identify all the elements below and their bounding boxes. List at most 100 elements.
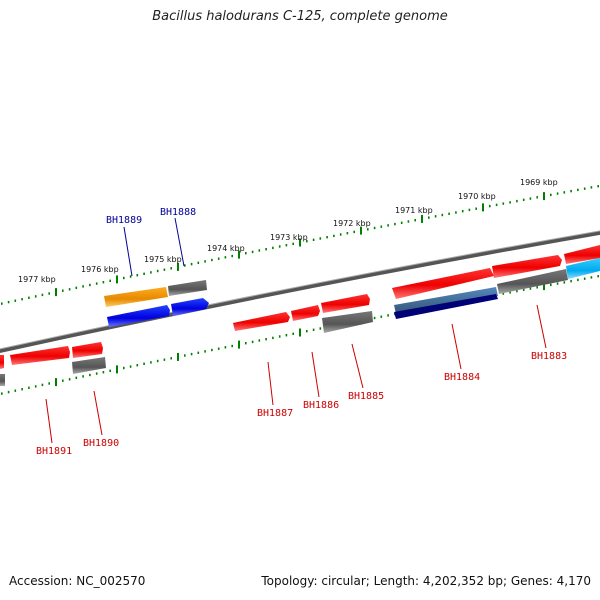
gene-bh1889[interactable] (104, 287, 168, 307)
gene-bh1884-steel[interactable] (394, 287, 498, 314)
ruler-minor-tick (89, 283, 91, 287)
gene-bh1891[interactable] (10, 346, 70, 365)
ruler-minor-tick (129, 365, 132, 368)
ruler-minor-tick (448, 212, 450, 215)
ruler-minor-tick (184, 354, 186, 357)
ruler-label: 1976 kbp (81, 265, 119, 274)
ruler-minor-tick (48, 382, 50, 385)
gene-forward[interactable] (492, 255, 562, 278)
ruler-minor-tick (333, 234, 335, 238)
gene-bh1888-blue[interactable] (171, 298, 209, 316)
ruler-minor-tick (68, 378, 71, 381)
ruler-minor-tick (550, 283, 552, 287)
ruler-minor-tick (590, 186, 593, 189)
ruler-minor-tick (123, 366, 125, 370)
ruler-minor-tick (14, 299, 17, 302)
ruler-minor-tick (278, 245, 281, 248)
ruler-label: 1972 kbp (333, 219, 371, 228)
ruler-major-tick (116, 275, 118, 284)
ruler-minor-tick (400, 221, 403, 224)
ruler-major-tick (543, 192, 545, 201)
label-leaders (45, 217, 547, 444)
ruler-minor-tick (82, 375, 84, 378)
ruler-minor-tick (529, 287, 532, 290)
ruler-minor-tick (75, 286, 78, 289)
gene-bh1890[interactable] (72, 342, 103, 358)
ruler-minor-tick (380, 225, 383, 228)
gene-bh1883-gray[interactable] (497, 269, 568, 294)
genome-summary-text: Topology: circular; Length: 4,202,352 bp… (261, 574, 591, 588)
gene-label-bh1885[interactable]: BH1885 (348, 391, 384, 402)
gene-bh1890-gray[interactable] (72, 357, 106, 374)
gene-bh1887[interactable] (233, 312, 290, 331)
ruler-minor-tick (136, 274, 139, 277)
gene-label-bh1887[interactable]: BH1887 (257, 408, 293, 419)
outer-ruler (1, 185, 599, 305)
gene-bh1885[interactable] (321, 294, 370, 313)
ruler-minor-tick (89, 373, 91, 377)
ruler-minor-tick (28, 386, 30, 389)
ruler-minor-tick (197, 351, 200, 354)
ruler-minor-tick (468, 208, 471, 212)
ruler-minor-tick (109, 279, 111, 282)
gene-bh1885-gray[interactable] (322, 311, 373, 333)
ruler-minor-tick (278, 335, 281, 338)
ruler-minor-tick (34, 295, 37, 298)
ruler-minor-tick (143, 362, 145, 365)
ruler-minor-tick (306, 330, 308, 333)
gene-label-bh1890[interactable]: BH1890 (83, 438, 119, 449)
gene-bh1888[interactable] (168, 280, 207, 296)
ruler-major-tick (421, 214, 423, 223)
ruler-minor-tick (190, 262, 193, 266)
ruler-minor-tick (373, 316, 376, 320)
ruler-minor-tick (556, 192, 559, 195)
ruler-minor-tick (7, 300, 10, 304)
ruler-major-tick (116, 365, 118, 374)
ruler-minor-tick (353, 230, 355, 234)
gene-red[interactable] (0, 355, 4, 369)
reverse-genes (0, 269, 568, 386)
gene-label-bh1884[interactable]: BH1884 (444, 372, 480, 383)
ruler-minor-tick (190, 352, 193, 356)
ruler-minor-tick (312, 328, 315, 331)
ruler-minor-tick (326, 236, 328, 239)
ruler-minor-tick (319, 327, 322, 330)
ruler-minor-tick (577, 278, 579, 282)
ruler-minor-tick (251, 250, 254, 254)
ruler-minor-tick (7, 390, 10, 394)
gene-label-bh1883[interactable]: BH1883 (531, 351, 567, 362)
ruler-minor-tick (428, 216, 430, 219)
ruler-minor-tick (414, 219, 416, 222)
ruler-label: 1975 kbp (144, 255, 182, 264)
ruler-minor-tick (217, 257, 220, 260)
ruler-minor-tick (211, 348, 213, 352)
ruler-minor-tick (95, 372, 98, 375)
ruler-minor-tick (217, 347, 220, 350)
gene-bh1884[interactable] (394, 294, 498, 319)
ruler-minor-tick (461, 210, 464, 213)
ruler-minor-tick (156, 359, 159, 363)
ruler-minor-tick (339, 233, 342, 236)
ruler-minor-tick (129, 275, 132, 278)
ruler-minor-tick (522, 198, 525, 201)
ruler-minor-tick (563, 281, 566, 284)
gene-gray[interactable] (0, 374, 5, 386)
genome-backbone-highlight (0, 230, 600, 350)
gene-label-bh1888[interactable]: BH1888 (160, 207, 196, 218)
gene-bh1889-blue[interactable] (107, 305, 170, 327)
gene-label-bh1886[interactable]: BH1886 (303, 400, 339, 411)
gene-forward-cyan[interactable] (566, 258, 600, 279)
ruler-minor-tick (21, 388, 23, 391)
gene-bh1886[interactable] (291, 305, 320, 321)
ruler-minor-tick (102, 281, 105, 284)
gene-forward[interactable] (564, 245, 600, 264)
gene-label-bh1889[interactable]: BH1889 (106, 215, 142, 226)
gene-forward[interactable] (392, 268, 494, 299)
ruler-minor-tick (292, 242, 294, 245)
gene-label-bh1891[interactable]: BH1891 (36, 446, 72, 457)
ruler-major-tick (238, 340, 240, 349)
ruler-minor-tick (109, 369, 111, 372)
ruler-minor-tick (123, 276, 125, 280)
ruler-major-tick (55, 288, 57, 297)
